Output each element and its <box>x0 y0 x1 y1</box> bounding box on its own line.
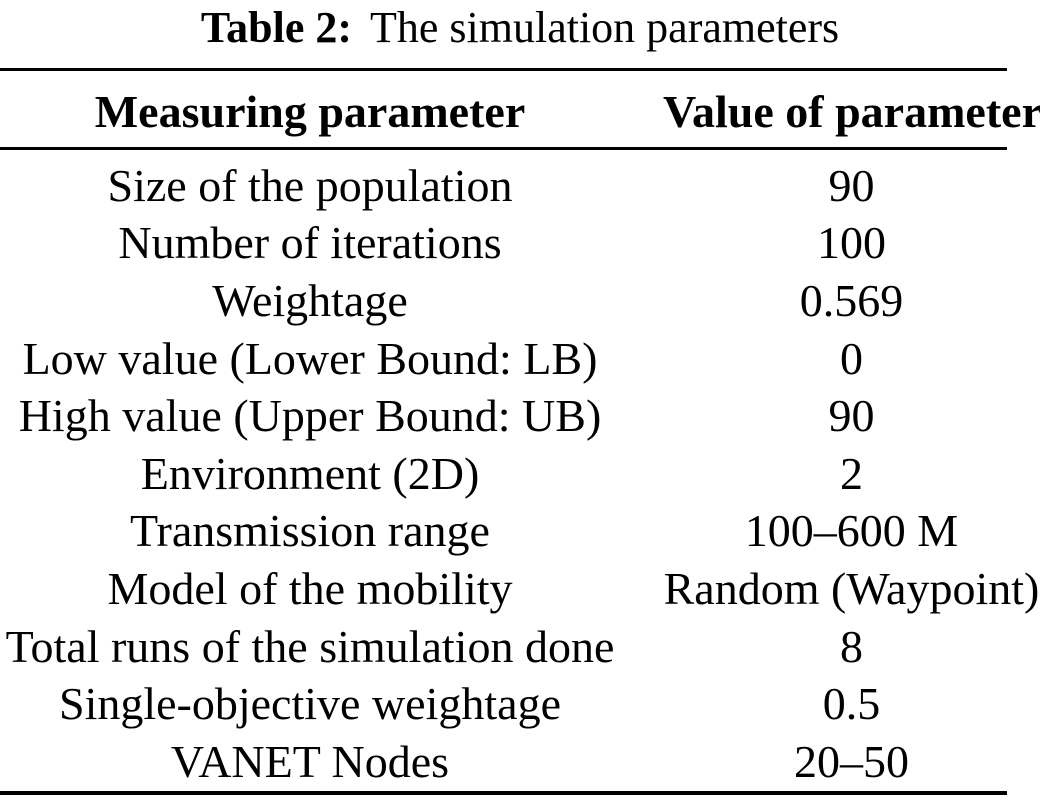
table-caption-label: Table 2: <box>200 3 352 52</box>
table-row: Weightage 0.569 <box>0 272 1040 330</box>
parameter-value-cell: 0 <box>840 332 863 384</box>
table-row: High value (Upper Bound: UB) 90 <box>0 387 1040 445</box>
parameter-value-cell: 0.5 <box>822 678 881 730</box>
table-header-row: Measuring parameter Value of parameter <box>0 71 1040 147</box>
table-row: Single-objective weightage 0.5 <box>0 675 1040 733</box>
table-mid-rule <box>0 147 1007 150</box>
parameter-value-cell: 8 <box>840 620 863 672</box>
parameter-name-cell: Transmission range <box>130 505 490 557</box>
parameter-name-cell: Environment (2D) <box>140 447 480 499</box>
table-caption-text: The simulation parameters <box>370 3 840 52</box>
parameter-value-cell: 90 <box>828 390 875 442</box>
parameter-name-cell: Model of the mobility <box>107 562 513 614</box>
table-row: Number of iterations 100 <box>0 215 1040 273</box>
parameter-value-cell: 100 <box>817 217 886 269</box>
column-header-value-of-parameter: Value of parameter <box>663 86 1040 137</box>
table-row: Environment (2D) 2 <box>0 445 1040 503</box>
table-row: Model of the mobility Random (Waypoint) <box>0 560 1040 618</box>
table-bottom-rule <box>0 791 1007 795</box>
column-header-measuring-parameter: Measuring parameter <box>94 86 526 137</box>
table-top-rule <box>0 68 1007 71</box>
parameter-name-cell: VANET Nodes <box>170 735 450 787</box>
parameter-name-cell: Weightage <box>212 274 408 326</box>
parameter-value-cell: 2 <box>840 447 863 499</box>
table-body: Size of the population 90 Number of iter… <box>0 157 1040 791</box>
table-row: VANET Nodes 20–50 <box>0 733 1040 791</box>
table-row: Low value (Lower Bound: LB) 0 <box>0 330 1040 388</box>
table-caption: Table 2: The simulation parameters <box>0 2 1040 54</box>
parameter-name-cell: Size of the population <box>107 159 513 211</box>
table-row: Size of the population 90 <box>0 157 1040 215</box>
parameter-name-cell: Low value (Lower Bound: LB) <box>22 332 598 384</box>
parameter-name-cell: Single-objective weightage <box>58 678 561 730</box>
parameter-value-cell: 0.569 <box>799 274 904 326</box>
table-row: Transmission range 100–600 M <box>0 503 1040 561</box>
parameter-value-cell: 100–600 M <box>744 505 959 557</box>
table-row: Total runs of the simulation done 8 <box>0 618 1040 676</box>
parameter-name-cell: Number of iterations <box>118 217 502 269</box>
parameter-value-cell: Random (Waypoint) <box>663 562 1040 614</box>
parameter-value-cell: 20–50 <box>794 735 909 787</box>
parameter-name-cell: High value (Upper Bound: UB) <box>18 390 602 442</box>
parameter-value-cell: 90 <box>828 159 875 211</box>
parameter-name-cell: Total runs of the simulation done <box>5 620 615 672</box>
